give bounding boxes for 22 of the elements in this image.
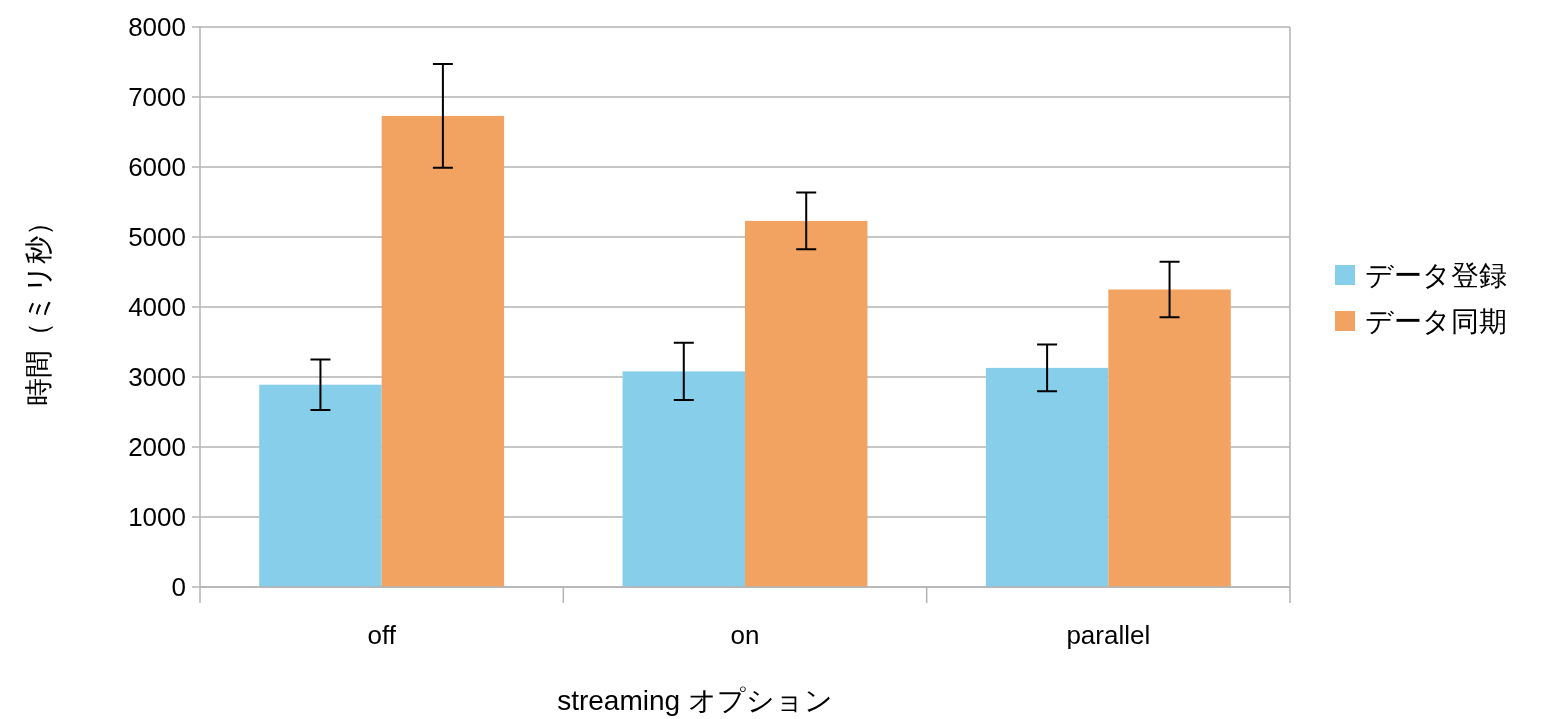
bar [622,371,745,587]
legend-label: データ登録 [1365,260,1507,291]
y-tick-label: 5000 [128,222,186,252]
bar [985,367,1109,587]
y-tick-label: 2000 [128,432,186,462]
bar [1108,289,1231,587]
x-axis-title: streaming オプション [557,685,833,716]
y-tick-label: 8000 [128,12,186,42]
y-tick-label: 4000 [128,292,186,322]
bar [745,220,868,587]
y-tick-label: 3000 [128,362,186,392]
bar [259,384,382,587]
y-tick-label: 6000 [128,152,186,182]
bar [381,115,505,587]
legend-label: データ同期 [1365,306,1507,337]
x-tick-label: off [367,620,397,650]
y-tick-label: 1000 [128,502,186,532]
y-tick-label: 0 [171,572,186,602]
y-axis-title: 時間（ミリ秒） [23,208,54,406]
y-tick-label: 7000 [128,82,186,112]
x-tick-label: parallel [1066,620,1151,650]
x-tick-label: on [730,620,760,650]
